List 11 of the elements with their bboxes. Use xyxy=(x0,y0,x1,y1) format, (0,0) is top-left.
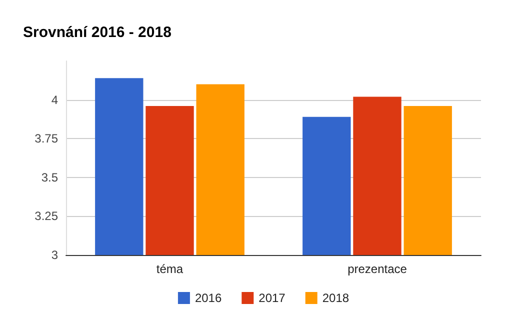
y-tick-label: 3.5 xyxy=(41,170,58,184)
x-tick-label: prezentace xyxy=(348,262,408,276)
y-tick-label: 3.25 xyxy=(34,209,58,224)
x-tick-label: téma xyxy=(156,262,184,276)
y-tick-label: 3 xyxy=(51,248,58,262)
legend-label: 2018 xyxy=(322,291,350,305)
y-tick-label: 4 xyxy=(51,92,58,107)
chart-title: Srovnání 2016 - 2018 xyxy=(23,24,172,41)
y-tick-label: 3.75 xyxy=(34,132,58,146)
legend-label: 2017 xyxy=(258,291,286,305)
legend-label: 2016 xyxy=(194,291,222,305)
